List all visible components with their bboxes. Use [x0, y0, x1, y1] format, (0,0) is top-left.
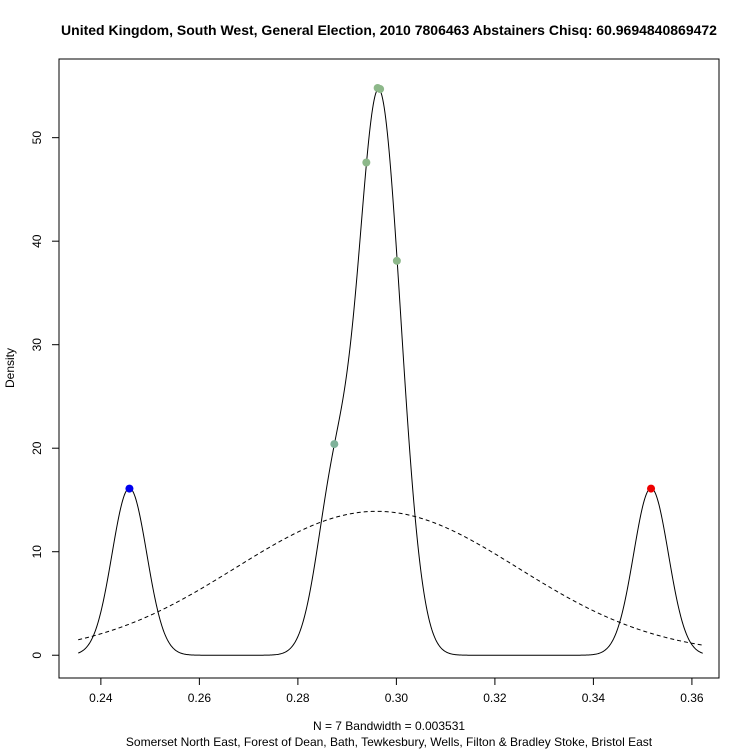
- data-point: [125, 484, 134, 493]
- chart-title: United Kingdom, South West, General Elec…: [61, 22, 717, 38]
- y-tick-label: 50: [30, 131, 44, 145]
- x-tick-label: 0.36: [680, 691, 704, 705]
- x-tick-label: 0.32: [483, 691, 507, 705]
- kde-curve: [78, 88, 703, 656]
- x-axis: 0.24 0.26 0.28 0.30 0.32 0.34 0.36: [89, 677, 704, 705]
- data-points: [125, 83, 656, 493]
- normal-curve: [78, 510, 703, 646]
- y-axis: 0 10 20 30 40 50: [30, 131, 60, 659]
- data-point: [362, 158, 371, 167]
- y-tick-label: 40: [30, 234, 44, 248]
- x-tick-label: 0.30: [385, 691, 409, 705]
- y-tick-label: 20: [30, 441, 44, 455]
- x-tick-label: 0.24: [89, 691, 113, 705]
- y-tick-label: 30: [30, 338, 44, 352]
- x-tick-label: 0.28: [286, 691, 310, 705]
- data-point: [647, 484, 656, 493]
- y-axis-label: Density: [3, 348, 17, 388]
- x-axis-sublabel: Somerset North East, Forest of Dean, Bat…: [126, 735, 653, 749]
- data-point: [376, 85, 385, 94]
- x-axis-label: N = 7 Bandwidth = 0.003531: [313, 719, 465, 733]
- y-tick-label: 0: [30, 652, 44, 659]
- data-point: [330, 440, 339, 449]
- y-tick-label: 10: [30, 545, 44, 559]
- x-tick-label: 0.34: [582, 691, 606, 705]
- data-point: [392, 256, 401, 265]
- x-tick-label: 0.26: [188, 691, 212, 705]
